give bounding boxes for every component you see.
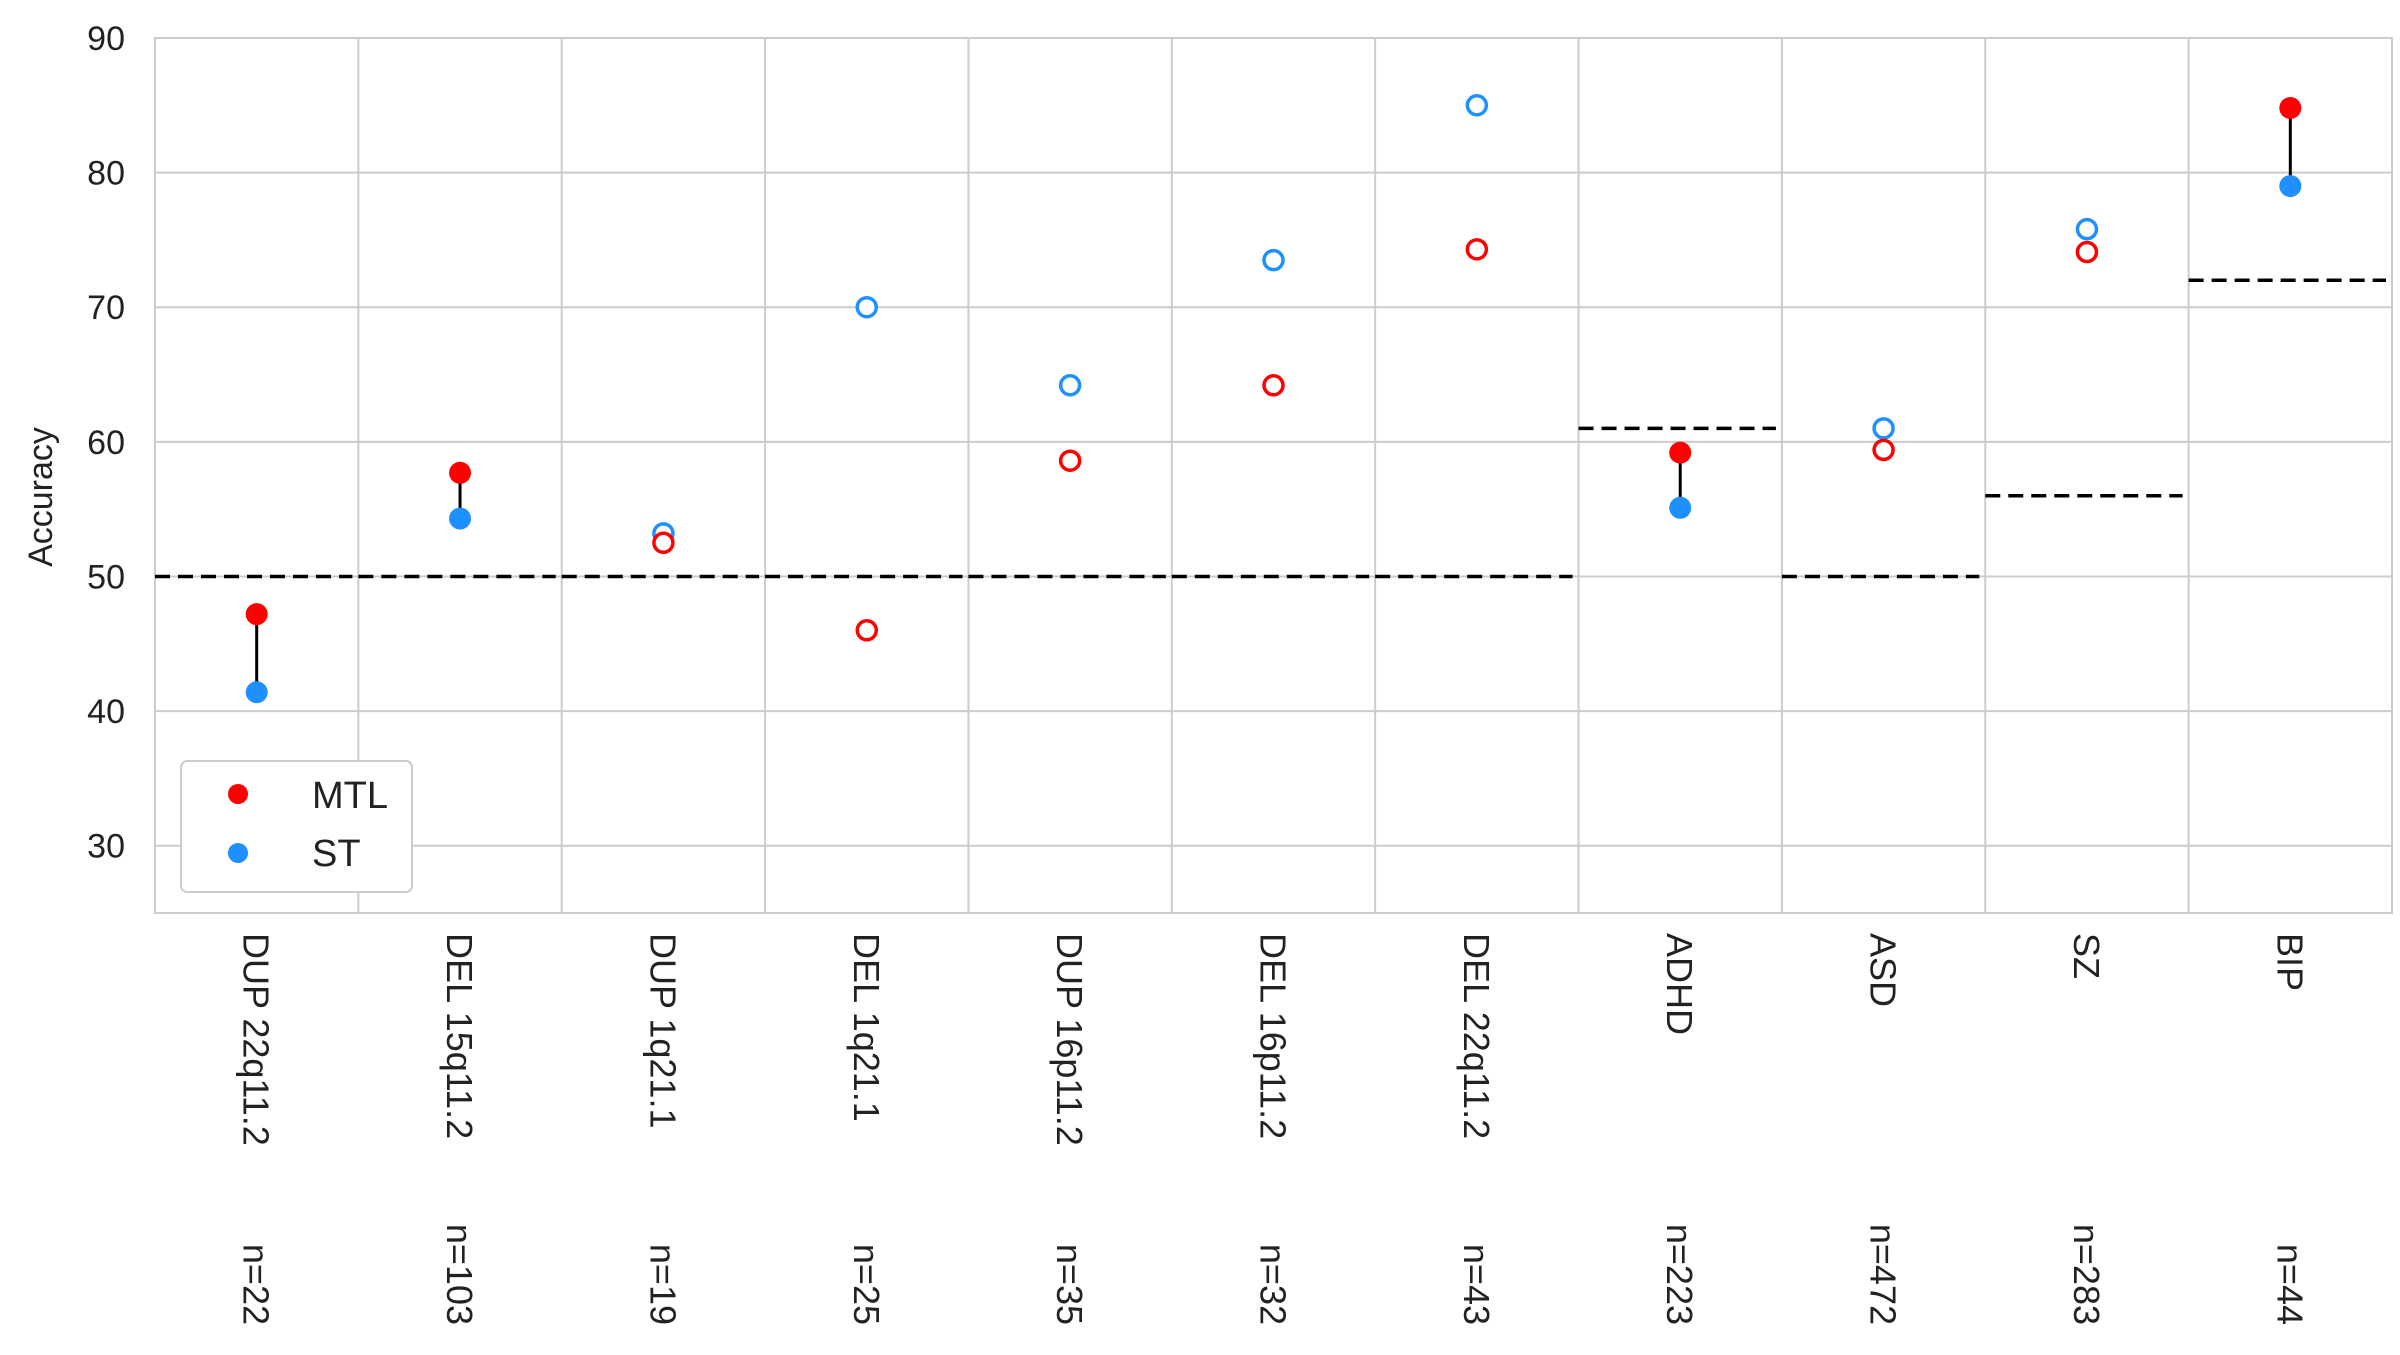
y-tick-label: 30 (87, 828, 125, 866)
point-mtl (1058, 449, 1082, 472)
x-category-label: DUP 22q11.2 (236, 933, 277, 1146)
point-st (855, 295, 879, 319)
x-sample-size-label: n=19 (642, 1244, 683, 1325)
point-st (1872, 417, 1895, 440)
x-category-label: DEL 1q21.1 (846, 933, 887, 1122)
point-st (1669, 496, 1692, 519)
point-st (2075, 217, 2099, 241)
x-category-label: DEL 22q11.2 (1456, 933, 1497, 1139)
point-mtl (652, 531, 675, 555)
legend-mtl-marker (228, 784, 248, 804)
legend-mtl-label: MTL (312, 775, 388, 817)
point-st (2279, 175, 2302, 198)
point-mtl (1872, 438, 1895, 462)
x-sample-size-label: n=43 (1456, 1244, 1497, 1325)
point-mtl (1669, 441, 1692, 464)
legend: MTL ST (180, 760, 413, 893)
point-st (1058, 374, 1082, 397)
point-mtl (1465, 238, 1489, 261)
x-category-labels: DUP 22q11.2 n=22 DEL 15q11.2 n=103 DUP 1q21.… (236, 933, 2311, 1325)
point-st (1465, 94, 1489, 117)
x-category-label: DUP 1q21.1 (642, 933, 683, 1128)
point-mtl (245, 603, 268, 626)
x-sample-size-label: n=44 (2269, 1244, 2310, 1325)
point-mtl (2279, 97, 2302, 119)
point-mtl (2075, 240, 2099, 264)
y-tick-label: 60 (87, 424, 125, 462)
x-sample-size-label: n=25 (846, 1244, 887, 1325)
x-sample-size-label: n=283 (2066, 1224, 2107, 1325)
y-axis-label: Accuracy (22, 427, 60, 567)
data-points (245, 94, 2302, 704)
y-tick-label: 50 (87, 558, 125, 596)
x-category-label: DEL 16p11.2 (1253, 933, 1294, 1139)
point-st (1262, 248, 1285, 272)
x-category-label: BIP (2269, 933, 2310, 991)
legend-st-label: ST (312, 833, 361, 875)
point-mtl (855, 619, 879, 642)
chance-lines (155, 278, 2386, 579)
x-category-label: SZ (2066, 933, 2107, 979)
point-mtl (449, 461, 472, 484)
x-category-label: ADHD (1659, 933, 1700, 1035)
x-sample-size-label: n=223 (1659, 1224, 1700, 1325)
x-sample-size-label: n=22 (236, 1244, 277, 1325)
y-tick-label: 80 (87, 155, 125, 193)
legend-st-marker (228, 843, 248, 863)
y-ticks: 30 40 50 60 70 80 90 (87, 20, 125, 866)
y-tick-label: 70 (87, 289, 125, 327)
point-st (449, 507, 472, 530)
x-category-label: ASD (1863, 933, 1904, 1007)
x-category-label: DUP 16p11.2 (1049, 933, 1090, 1146)
x-sample-size-label: n=32 (1253, 1244, 1294, 1325)
x-sample-size-label: n=103 (439, 1224, 480, 1325)
x-sample-size-label: n=35 (1049, 1244, 1090, 1325)
y-tick-label: 40 (87, 693, 125, 731)
y-tick-label: 90 (87, 20, 125, 58)
point-st (245, 681, 268, 704)
x-category-label: DEL 15q11.2 (439, 933, 480, 1139)
grid (154, 37, 2393, 914)
point-mtl (1262, 374, 1285, 397)
x-sample-size-label: n=472 (1863, 1224, 1904, 1325)
plot-frame (154, 37, 2393, 914)
